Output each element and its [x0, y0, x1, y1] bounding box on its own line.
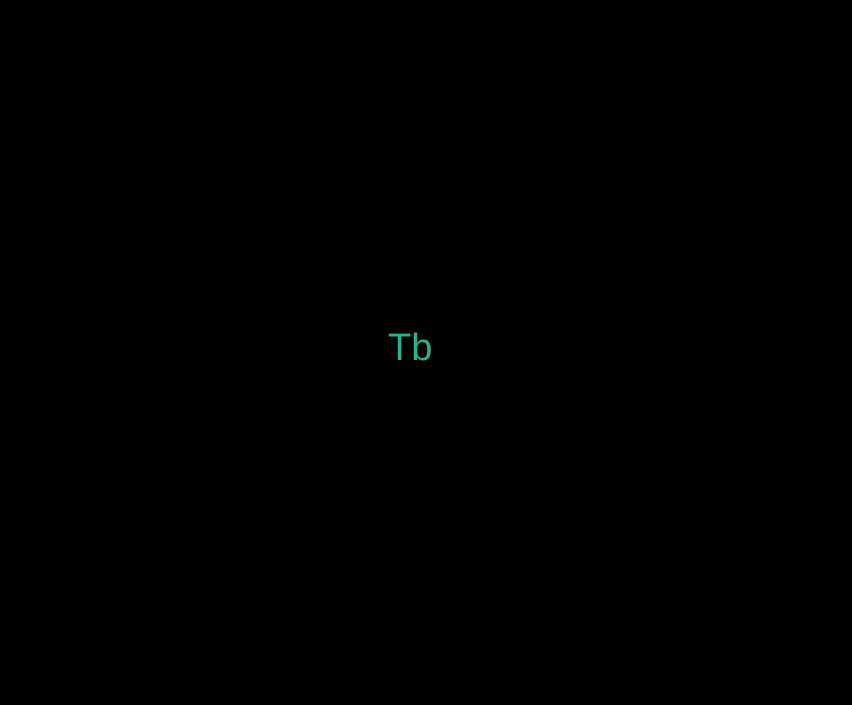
diagram-canvas: Tb — [0, 0, 852, 705]
element-symbol-tb: Tb — [388, 327, 432, 370]
